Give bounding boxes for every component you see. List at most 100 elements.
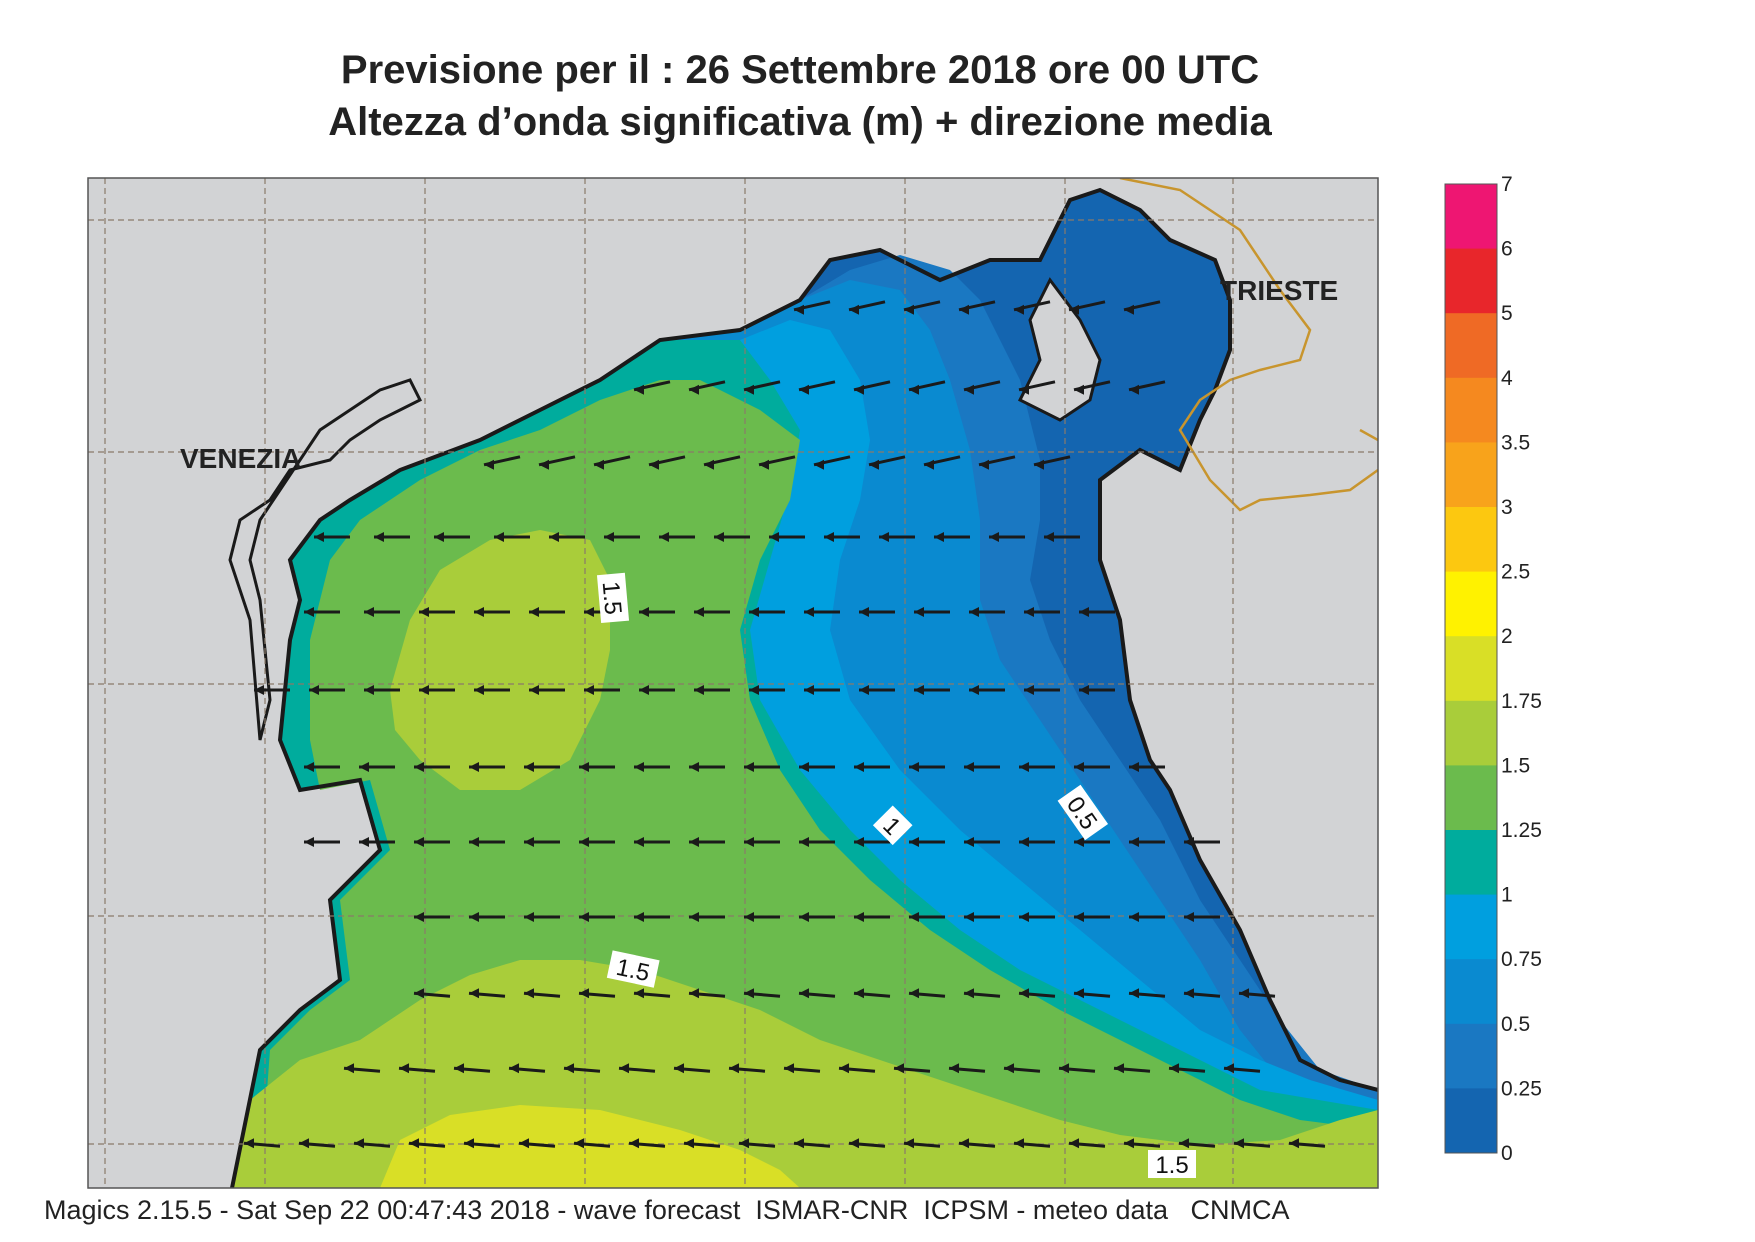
- direction-arrowhead: [1004, 1063, 1014, 1074]
- legend-label: 0.5: [1501, 1013, 1530, 1036]
- direction-arrowhead: [519, 1138, 529, 1149]
- direction-arrowhead: [524, 837, 534, 847]
- direction-arrowhead: [1059, 1063, 1069, 1074]
- direction-arrowhead: [1019, 384, 1029, 395]
- direction-arrowhead: [909, 837, 919, 847]
- direction-arrowhead: [579, 837, 589, 847]
- direction-arrowhead: [1019, 988, 1029, 999]
- legend-swatch: [1445, 248, 1497, 314]
- direction-arrowhead: [689, 988, 699, 999]
- direction-arrowhead: [914, 607, 924, 617]
- direction-arrowhead: [744, 837, 754, 847]
- direction-arrowhead: [469, 912, 479, 922]
- direction-arrowhead: [964, 384, 974, 395]
- wave-band-1.5-1.75-center: [390, 530, 610, 790]
- legend-swatch: [1445, 1088, 1497, 1154]
- direction-arrowhead: [639, 685, 649, 695]
- direction-arrowhead: [959, 1138, 969, 1149]
- direction-arrowhead: [529, 685, 539, 695]
- direction-arrowhead: [744, 762, 754, 772]
- direction-arrowhead: [1074, 384, 1084, 395]
- direction-arrowhead: [414, 762, 424, 772]
- direction-arrowhead: [869, 459, 879, 470]
- direction-arrowhead: [909, 762, 919, 772]
- direction-arrowhead: [689, 912, 699, 922]
- direction-arrowhead: [604, 532, 614, 542]
- direction-arrowhead: [584, 685, 594, 695]
- direction-arrowhead: [634, 837, 644, 847]
- direction-arrowhead: [254, 685, 264, 695]
- direction-arrowhead: [854, 762, 864, 772]
- direction-arrowhead: [1019, 762, 1029, 772]
- direction-arrowhead: [729, 1063, 739, 1074]
- direction-arrowhead: [634, 988, 644, 999]
- direction-arrowhead: [1074, 988, 1084, 999]
- direction-arrowhead: [1074, 837, 1084, 847]
- legend-label: 1.5: [1501, 754, 1530, 777]
- direction-arrowhead: [694, 685, 704, 695]
- direction-arrowhead: [1044, 532, 1054, 542]
- direction-arrowhead: [474, 685, 484, 695]
- direction-arrowhead: [1179, 1138, 1189, 1149]
- direction-arrowhead: [859, 607, 869, 617]
- legend-label: 1: [1501, 884, 1513, 907]
- direction-arrowhead: [839, 1063, 849, 1074]
- direction-arrowhead: [1124, 1138, 1134, 1149]
- direction-arrowhead: [1074, 912, 1084, 922]
- direction-arrowhead: [849, 1138, 859, 1149]
- direction-arrowhead: [1014, 1138, 1024, 1149]
- direction-arrowhead: [314, 532, 324, 542]
- direction-arrowhead: [1129, 912, 1139, 922]
- direction-arrowhead: [539, 459, 549, 470]
- direction-arrowhead: [1169, 1063, 1179, 1074]
- map-border: [87, 177, 1379, 1189]
- direction-arrowhead: [914, 685, 924, 695]
- direction-arrowhead: [979, 459, 989, 470]
- direction-arrowhead: [739, 1138, 749, 1149]
- legend-swatch: [1445, 184, 1497, 250]
- direction-arrowhead: [964, 988, 974, 999]
- direction-arrowhead: [364, 685, 374, 695]
- direction-arrowhead: [354, 1138, 364, 1149]
- direction-arrowhead: [524, 762, 534, 772]
- direction-arrowhead: [854, 988, 864, 999]
- direction-arrowhead: [674, 1063, 684, 1074]
- direction-arrowhead: [689, 384, 699, 395]
- direction-arrowhead: [564, 1063, 574, 1074]
- direction-arrowhead: [244, 1138, 254, 1149]
- direction-arrowhead: [799, 837, 809, 847]
- wave-band-1.75-2: [380, 1105, 800, 1188]
- direction-arrowhead: [399, 1063, 409, 1074]
- direction-arrowhead: [854, 837, 864, 847]
- direction-arrowhead: [749, 685, 759, 695]
- venice-lagoon: [228, 378, 423, 741]
- direction-arrowhead: [799, 384, 809, 395]
- direction-arrowhead: [524, 912, 534, 922]
- direction-arrowhead: [1069, 304, 1079, 315]
- legend-swatch: [1445, 636, 1497, 702]
- legend-label: 3.5: [1501, 431, 1530, 454]
- direction-arrowhead: [1289, 1138, 1299, 1149]
- border-line: [1119, 178, 1378, 512]
- contour-label-1: 1.5: [597, 572, 630, 624]
- direction-arrowhead: [804, 685, 814, 695]
- direction-arrowhead: [649, 459, 659, 470]
- legend-border: [1444, 183, 1498, 1154]
- direction-arrowhead: [304, 837, 314, 847]
- legend-swatch: [1445, 700, 1497, 766]
- contour-label-5: 1.5: [1148, 1150, 1196, 1179]
- direction-arrowhead: [969, 607, 979, 617]
- legend-label: 0.25: [1501, 1077, 1542, 1100]
- graticule: [88, 178, 1378, 1188]
- direction-arrowhead: [949, 1063, 959, 1074]
- direction-arrowhead: [484, 459, 494, 470]
- direction-arrowhead: [824, 532, 834, 542]
- legend-label: 1.25: [1501, 819, 1542, 842]
- direction-arrowhead: [879, 532, 889, 542]
- direction-arrowhead: [579, 988, 589, 999]
- direction-arrowhead: [1129, 988, 1139, 999]
- direction-arrowhead: [494, 532, 504, 542]
- direction-arrowhead: [909, 384, 919, 395]
- direction-arrowhead: [859, 685, 869, 695]
- legend-label: 4: [1501, 367, 1513, 390]
